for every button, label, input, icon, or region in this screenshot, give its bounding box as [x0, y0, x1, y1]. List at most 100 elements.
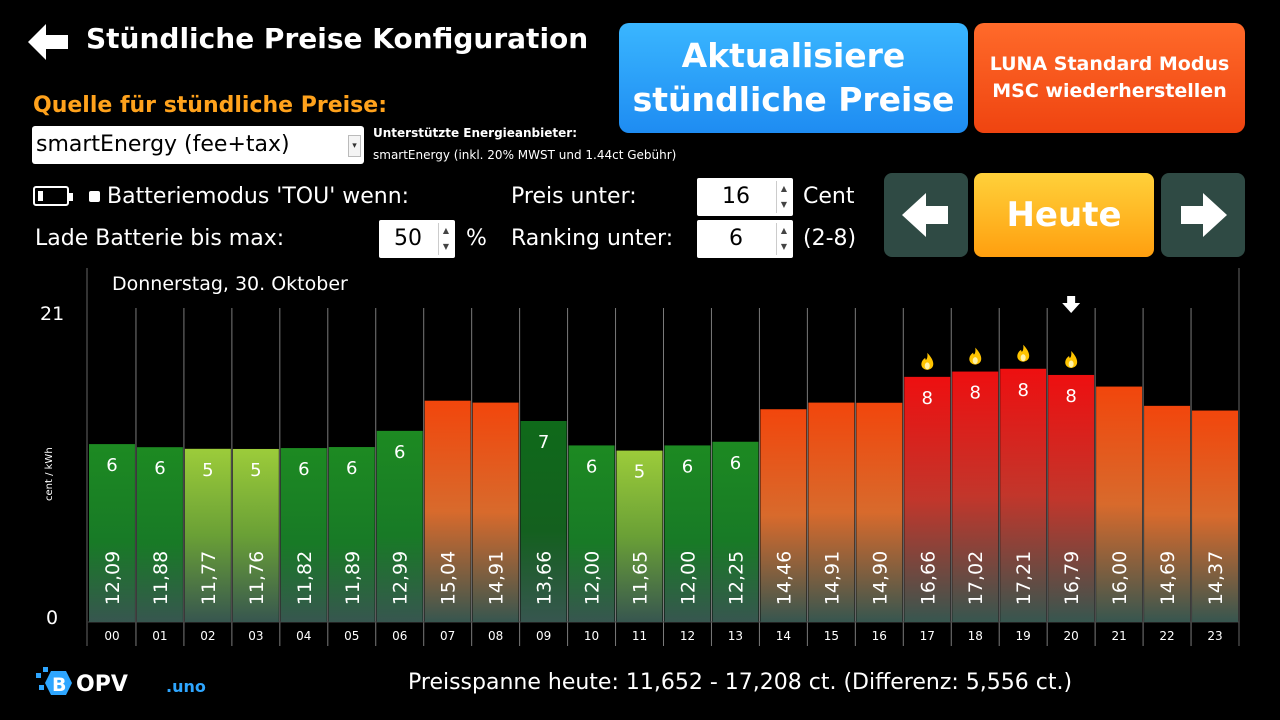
- bar-hour-12[interactable]: [664, 445, 711, 622]
- x-tick-label: 22: [1159, 629, 1174, 643]
- bar-value-label: 12,99: [390, 551, 412, 605]
- bar-hour-15[interactable]: [808, 402, 855, 622]
- bar-value-label: 14,46: [773, 551, 795, 605]
- chevron-down-icon: ▾: [348, 135, 361, 157]
- update-prices-label-line2: stündliche Preise: [632, 80, 955, 119]
- bar-hour-06[interactable]: [376, 430, 423, 622]
- x-tick-label: 21: [1111, 629, 1126, 643]
- update-prices-label-line1: Aktualisiere: [681, 36, 906, 75]
- bar-hour-11[interactable]: [616, 450, 663, 622]
- bar-rank-label: 6: [682, 456, 693, 477]
- bar-hour-07[interactable]: [424, 400, 471, 622]
- providers-title: Unterstützte Energieanbieter:: [373, 126, 577, 140]
- charge-limit-label: Lade Batterie bis max:: [35, 226, 285, 251]
- x-tick-label: 08: [488, 629, 503, 643]
- bar-value-label: 16,00: [1109, 551, 1131, 605]
- bar-hour-16[interactable]: [856, 402, 903, 622]
- bar-value-label: 14,90: [869, 551, 891, 605]
- bar-hour-17[interactable]: [904, 376, 951, 622]
- bar-rank-label: 5: [634, 462, 645, 483]
- bar-hour-21[interactable]: [1096, 386, 1143, 622]
- ranking-threshold-stepper[interactable]: 6 ▲ ▼: [697, 220, 793, 258]
- arrow-left-icon: [902, 193, 948, 237]
- bar-hour-01[interactable]: [136, 447, 183, 622]
- battery-mode-checkbox[interactable]: [89, 191, 100, 202]
- charge-limit-stepper[interactable]: 50 ▲ ▼: [379, 220, 455, 258]
- svg-text:OPV: OPV: [76, 672, 128, 697]
- bar-hour-02[interactable]: [184, 448, 231, 622]
- update-prices-button[interactable]: Aktualisiere stündliche Preise: [619, 23, 968, 133]
- x-tick-label: 07: [440, 629, 455, 643]
- x-tick-label: 01: [152, 629, 167, 643]
- bar-value-label: 14,69: [1157, 551, 1179, 605]
- bar-hour-00[interactable]: [89, 444, 135, 622]
- bar-value-label: 14,91: [821, 551, 843, 605]
- bar-rank-label: 6: [586, 456, 597, 477]
- stepper-down-icon[interactable]: ▼: [780, 200, 788, 209]
- stepper-up-icon[interactable]: ▲: [780, 184, 788, 193]
- restore-luna-standard-button[interactable]: LUNA Standard Modus MSC wiederherstellen: [974, 23, 1245, 133]
- bar-value-label: 17,21: [1013, 551, 1035, 605]
- bar-hour-18[interactable]: [952, 371, 999, 622]
- y-tick-min: 0: [46, 607, 58, 629]
- bar-rank-label: 8: [922, 388, 933, 409]
- x-tick-label: 23: [1207, 629, 1222, 643]
- bar-value-label: 11,82: [294, 551, 316, 605]
- flame-icon: [1017, 344, 1030, 362]
- stepper-down-icon[interactable]: ▼: [442, 242, 450, 251]
- x-tick-label: 04: [296, 629, 311, 643]
- stepper-up-icon[interactable]: ▲: [442, 226, 450, 235]
- bar-hour-03[interactable]: [232, 448, 279, 622]
- bar-hour-22[interactable]: [1144, 405, 1191, 622]
- charge-limit-unit: %: [466, 226, 487, 251]
- bar-hour-20[interactable]: [1048, 374, 1095, 622]
- today-button[interactable]: Heute: [974, 173, 1154, 257]
- bopv-logo: B OPV .uno: [36, 667, 206, 697]
- ranking-range: (2-8): [803, 226, 857, 251]
- arrow-right-icon: [1181, 193, 1227, 237]
- stepper-up-icon[interactable]: ▲: [780, 226, 788, 235]
- charge-limit-value: 50: [394, 226, 422, 251]
- luna-label-line2: MSC wiederherstellen: [992, 80, 1227, 102]
- flame-icon: [969, 347, 982, 365]
- x-tick-label: 15: [824, 629, 839, 643]
- bar-hour-05[interactable]: [328, 447, 375, 622]
- bar-hour-13[interactable]: [712, 441, 759, 622]
- x-tick-label: 02: [200, 629, 215, 643]
- back-arrow-icon[interactable]: [28, 24, 68, 60]
- bar-rank-label: 6: [346, 458, 357, 479]
- source-select[interactable]: smartEnergy (fee+tax) ▾: [32, 126, 364, 164]
- price-threshold-unit: Cent: [803, 184, 855, 209]
- bar-hour-04[interactable]: [280, 448, 327, 622]
- stepper-down-icon[interactable]: ▼: [780, 242, 788, 251]
- bar-value-label: 11,88: [150, 551, 172, 605]
- x-tick-label: 17: [920, 629, 935, 643]
- previous-day-button[interactable]: [884, 173, 968, 257]
- bar-rank-label: 8: [970, 383, 981, 404]
- bar-hour-08[interactable]: [472, 402, 519, 622]
- x-tick-label: 00: [104, 629, 119, 643]
- x-tick-label: 14: [776, 629, 791, 643]
- battery-mode-label: Batteriemodus 'TOU' wenn:: [107, 184, 410, 209]
- bar-rank-label: 5: [202, 460, 213, 481]
- chart-title: Donnerstag, 30. Oktober: [112, 273, 348, 295]
- bar-hour-19[interactable]: [1000, 368, 1047, 622]
- bar-rank-label: 7: [538, 432, 549, 453]
- x-tick-label: 19: [1016, 629, 1031, 643]
- luna-label-line1: LUNA Standard Modus: [989, 53, 1230, 75]
- bar-hour-23[interactable]: [1192, 410, 1238, 622]
- bar-value-label: 12,00: [677, 551, 699, 605]
- bar-value-label: 11,65: [630, 551, 652, 605]
- bar-value-label: 12,25: [725, 551, 747, 605]
- bar-hour-09[interactable]: [520, 421, 567, 622]
- price-span-text: Preisspanne heute: 11,652 - 17,208 ct. (…: [408, 670, 1073, 695]
- bar-hour-10[interactable]: [568, 445, 615, 622]
- bar-hour-14[interactable]: [760, 409, 807, 622]
- price-threshold-stepper[interactable]: 16 ▲ ▼: [697, 178, 793, 216]
- bar-value-label: 11,76: [246, 551, 268, 605]
- next-day-button[interactable]: [1161, 173, 1245, 257]
- page-title: Stündliche Preise Konfiguration: [86, 22, 589, 55]
- price-threshold-label: Preis unter:: [511, 184, 637, 209]
- bar-rank-label: 8: [1065, 386, 1076, 407]
